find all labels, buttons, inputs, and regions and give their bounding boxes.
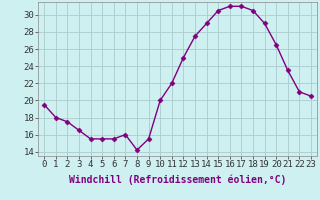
X-axis label: Windchill (Refroidissement éolien,°C): Windchill (Refroidissement éolien,°C) <box>69 175 286 185</box>
